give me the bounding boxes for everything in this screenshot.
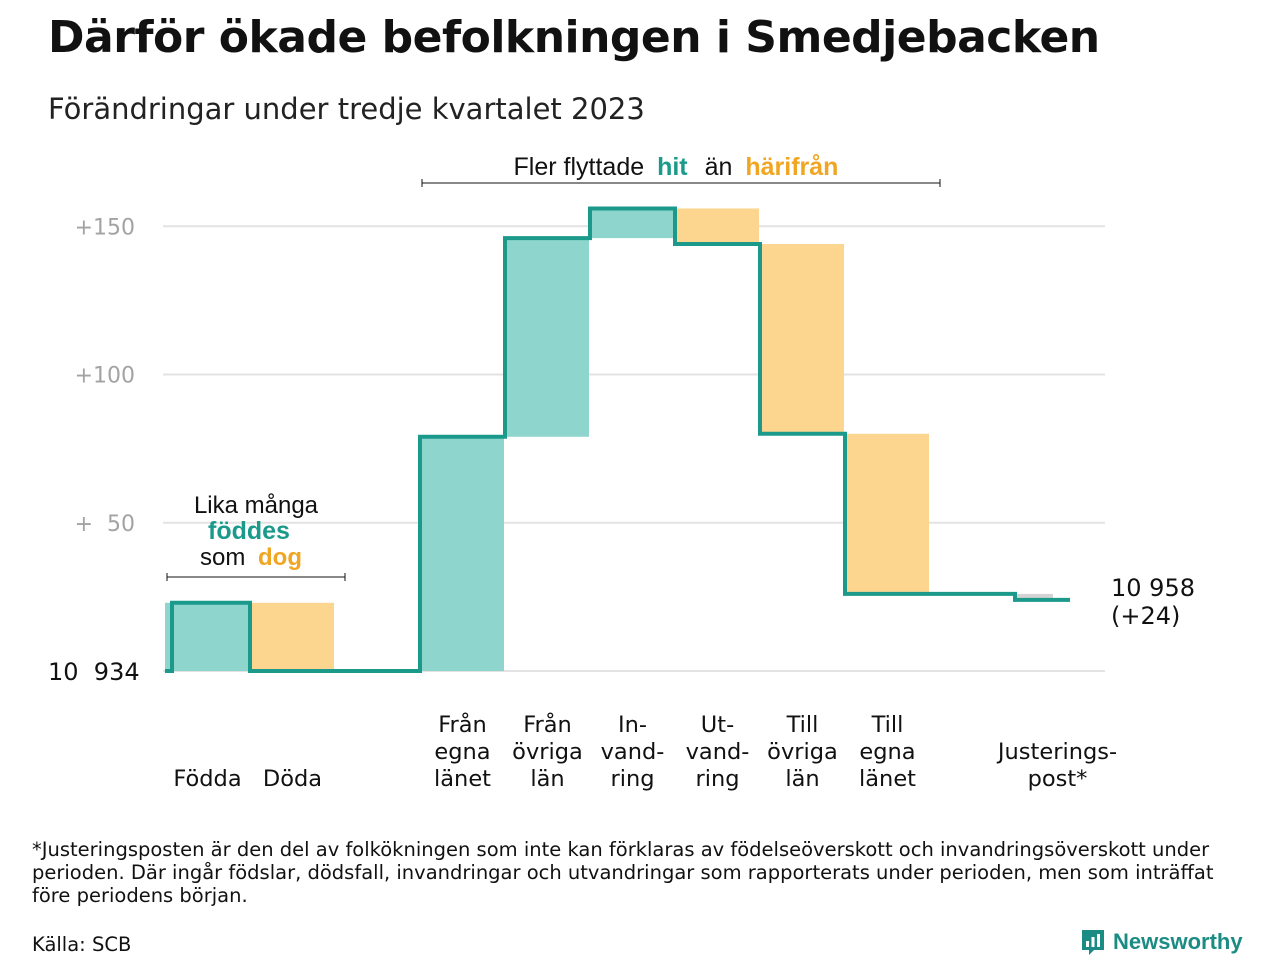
bars (165, 208, 1053, 671)
bar-3 (420, 436, 504, 671)
migration-prefix: Fler flyttade (514, 153, 645, 181)
x-label-10-line-0: Justerings- (996, 739, 1117, 765)
migration-annotation: Fler flyttade hit än härifrån (421, 153, 941, 187)
migration-middle: än (705, 153, 733, 181)
x-label-7-line-1: övriga (767, 739, 838, 765)
chart-title: Därför ökade befolkningen i Smedjebacken (48, 12, 1100, 63)
x-label-3-line-0: Från (438, 710, 487, 738)
x-label-6-line-1: vand- (686, 739, 750, 765)
x-label-10-line-1: post* (1028, 766, 1088, 792)
x-label-5-line-2: ring (610, 766, 654, 792)
annotation-line-3: som dog (200, 544, 302, 571)
x-label-1-line-0: Döda (263, 766, 322, 792)
x-label-4-line-2: län (530, 766, 564, 792)
cumulative-step-line (165, 206, 1070, 673)
x-label-8-line-0: Till (871, 712, 904, 738)
chart-subtitle: Förändringar under tredje kvartalet 2023 (48, 92, 645, 126)
x-label-8-line-2: länet (859, 766, 916, 792)
x-label-3-line-1: egna (434, 739, 490, 765)
bar-6 (675, 208, 759, 245)
x-label-6-line-0: Ut- (701, 712, 734, 738)
bar-8 (845, 433, 929, 594)
newsworthy-logo: Newsworthy (1080, 928, 1243, 956)
x-label-4-line-1: övriga (512, 739, 583, 765)
start-value-label: 10 934 (48, 658, 140, 686)
x-label-7-line-0: Till (786, 712, 819, 738)
step-line (165, 206, 1070, 673)
x-label-4: Från övriga län (512, 710, 583, 792)
births-deaths-annotation: Lika många föddes som dog (166, 492, 346, 581)
end-change-label: (+24) (1111, 602, 1180, 630)
bar-7 (760, 244, 844, 434)
x-label-5: In-vand-ring (601, 712, 665, 792)
x-label-6: Ut-vand-ring (686, 712, 750, 792)
x-label-6-line-2: ring (695, 766, 739, 792)
footnote: *Justeringsposten är den del av folkökni… (32, 838, 1214, 907)
annotation-fodde: föddes (208, 517, 290, 545)
x-label-3-line-2: länet (434, 766, 491, 792)
bar-4 (505, 238, 589, 437)
source-label: Källa: SCB (32, 933, 132, 956)
x-label-3: Från egna länet (434, 710, 491, 792)
y-tick-label-1: +100 (75, 364, 135, 389)
migration-hit: hit (657, 153, 688, 181)
migration-annotation-text: Fler flyttade hit än härifrån (514, 153, 839, 181)
y-tick-label-0: + 50 (75, 512, 135, 537)
x-label-4-line-0: Från (523, 710, 572, 738)
bar-10 (1015, 593, 1053, 600)
x-label-8-line-1: egna (859, 739, 915, 765)
annotation-som: som (200, 544, 245, 571)
x-label-0-line-0: Födda (173, 766, 241, 792)
x-label-7-line-2: län (785, 766, 819, 792)
end-value-label: 10 958 (1111, 574, 1195, 602)
migration-harifran: härifrån (745, 153, 838, 181)
newsworthy-logo-text: Newsworthy (1113, 929, 1243, 954)
annotation-dog: dog (258, 544, 302, 571)
x-label-5-line-1: vand- (601, 739, 665, 765)
births-deaths-bracket (166, 573, 346, 581)
x-label-0: Födda (173, 766, 241, 792)
newsworthy-logo-icon (1082, 930, 1104, 955)
bar-0 (165, 602, 249, 671)
y-tick-label-2: +150 (75, 215, 135, 240)
migration-bracket (421, 179, 941, 187)
x-label-7: Till övriga län (767, 712, 838, 792)
bar-1 (250, 602, 334, 671)
x-label-8: Till egna länet (859, 712, 916, 792)
x-label-5-line-0: In- (618, 712, 647, 738)
x-label-1: Döda (263, 766, 322, 792)
bar-5 (590, 208, 674, 239)
y-axis-ticks: + 50 +100 +150 (75, 215, 135, 537)
x-label-10: Justerings-post* (996, 739, 1117, 792)
annotation-line-1: Lika många (194, 492, 319, 519)
